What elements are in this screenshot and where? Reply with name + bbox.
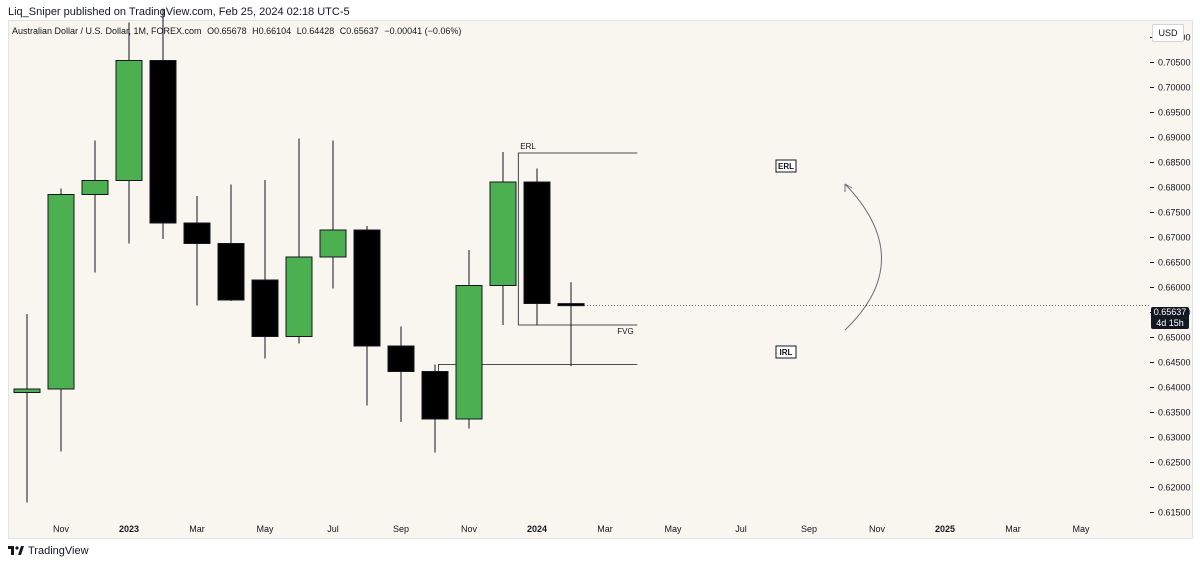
x-tick-label: Nov — [461, 524, 478, 534]
y-tick-label: 0.69500 — [1158, 108, 1191, 118]
y-tick-label: 0.64500 — [1158, 358, 1191, 368]
candle-body — [183, 222, 211, 244]
y-tick-label: 0.61500 — [1158, 508, 1191, 518]
candles-layer — [13, 8, 585, 503]
erl-label: ERL — [778, 162, 794, 171]
candle-body — [523, 181, 551, 304]
candle-body — [387, 345, 415, 372]
curved-arrow-head — [844, 183, 853, 192]
high-value: H0.66104 — [252, 26, 292, 36]
x-tick-label: Jul — [327, 524, 339, 534]
x-tick-label: 2025 — [935, 524, 955, 534]
x-tick-label: Nov — [53, 524, 70, 534]
y-tick-label: 0.68000 — [1158, 183, 1191, 193]
x-tick-label: May — [664, 524, 682, 534]
y-tick-label: 0.68500 — [1158, 158, 1191, 168]
candle-body — [149, 60, 177, 224]
symbol-legend: Australian Dollar / U.S. Dollar, 1M, FOR… — [12, 26, 464, 36]
y-tick-label: 0.69000 — [1158, 133, 1191, 143]
currency-button[interactable]: USD — [1152, 24, 1184, 42]
candle-body — [489, 181, 517, 286]
tradingview-logo-icon — [8, 546, 24, 555]
x-tick-label: Sep — [393, 524, 409, 534]
candle-body — [217, 243, 245, 301]
candle-body — [455, 285, 483, 420]
brand-name: TradingView — [28, 545, 89, 557]
x-tick-label: Nov — [869, 524, 886, 534]
price-axis[interactable]: 0.61500 0.62000 0.62500 0.63000 0.63500 0.640… — [1150, 33, 1191, 518]
change-value: −0.00041 (−0.06%) — [384, 26, 462, 36]
y-tick-label: 0.70500 — [1158, 58, 1191, 68]
time-axis[interactable]: Nov 2023 Mar May Jul Sep Nov 2024 Mar May Jul Sep No… — [53, 524, 1090, 534]
erl-box — [775, 159, 797, 173]
erl-line — [517, 152, 638, 325]
y-tick-label: 0.63000 — [1158, 433, 1191, 443]
y-tick-label: 0.65000 — [1158, 333, 1191, 343]
x-tick-label: Mar — [597, 524, 613, 534]
y-tick-label: 0.62000 — [1158, 483, 1191, 493]
candle-body — [13, 388, 41, 393]
publisher-line: Liq_Sniper published on TradingView.com,… — [8, 6, 350, 18]
low-value: L0.64428 — [296, 26, 335, 36]
candle-body — [421, 371, 449, 420]
candle-body — [115, 60, 143, 181]
x-tick-label: Mar — [1005, 524, 1021, 534]
y-tick-label: 0.62500 — [1158, 458, 1191, 468]
annotations-layer: ERL FVG — [437, 142, 638, 373]
irl-label: IRL — [780, 348, 793, 357]
chart-pane[interactable] — [8, 20, 1193, 539]
open-value: O0.65678 — [207, 26, 247, 36]
candle-body — [285, 256, 313, 337]
candle-body — [353, 229, 381, 347]
drawings-layer: ERL IRL — [584, 159, 1150, 359]
x-tick-label: 2023 — [119, 524, 139, 534]
close-value: C0.65637 — [339, 26, 379, 36]
last-price-value: 0.65637 — [1153, 307, 1187, 317]
erl-line-label: ERL — [520, 142, 536, 151]
symbol-name[interactable]: Australian Dollar / U.S. Dollar, 1M, FOR… — [12, 26, 202, 36]
candle-body — [81, 180, 109, 195]
x-tick-label: Mar — [189, 524, 205, 534]
irl-box — [775, 345, 797, 359]
bar-countdown: 4d 15h — [1156, 318, 1184, 328]
x-tick-label: 2024 — [527, 524, 547, 534]
x-tick-label: Jul — [735, 524, 747, 534]
curved-arrow — [844, 183, 882, 331]
x-tick-label: May — [1072, 524, 1090, 534]
candle-body — [251, 279, 279, 337]
fvg-label: FVG — [617, 327, 633, 336]
y-tick-label: 0.67000 — [1158, 233, 1191, 243]
footer-brand[interactable]: TradingView — [8, 545, 89, 557]
candle-body — [47, 194, 75, 390]
y-tick-label: 0.63500 — [1158, 408, 1191, 418]
y-tick-label: 0.66500 — [1158, 258, 1191, 268]
last-price-tag: 0.65637 4d 15h — [1151, 307, 1189, 329]
candle-body — [557, 303, 585, 307]
x-tick-label: Sep — [801, 524, 817, 534]
y-tick-label: 0.70000 — [1158, 83, 1191, 93]
x-tick-label: May — [256, 524, 274, 534]
y-tick-label: 0.66000 — [1158, 283, 1191, 293]
y-tick-label: 0.67500 — [1158, 208, 1191, 218]
candle-body — [319, 229, 347, 258]
y-tick-label: 0.64000 — [1158, 383, 1191, 393]
